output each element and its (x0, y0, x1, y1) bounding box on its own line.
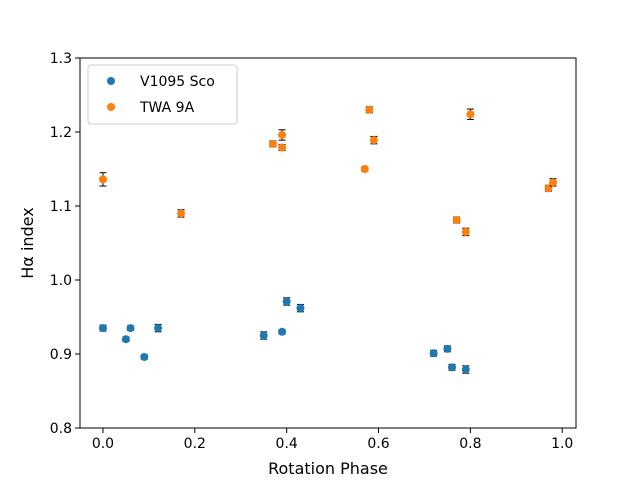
data-point-v1095-sco (140, 352, 149, 361)
x-tick-label: 1.0 (551, 436, 573, 452)
data-point-twa-9a (369, 136, 378, 145)
y-tick-label: 1.3 (50, 51, 72, 67)
points-layer (98, 105, 558, 374)
x-tick-label: 0.8 (459, 436, 481, 452)
data-point-twa-9a (278, 130, 287, 139)
legend-marker-v1095-sco (107, 77, 115, 85)
data-point-twa-9a (365, 105, 374, 114)
data-point-v1095-sco (461, 365, 470, 374)
data-point-v1095-sco (121, 335, 130, 344)
data-point-twa-9a (360, 165, 369, 173)
data-point-v1095-sco (98, 324, 107, 333)
data-point-v1095-sco (443, 344, 452, 353)
legend-label-twa-9a: TWA 9A (139, 100, 195, 116)
axes-layer (79, 57, 577, 429)
y-tick-label: 1.1 (50, 199, 72, 215)
legend-box (87, 64, 238, 125)
data-point-twa-9a (461, 227, 470, 236)
data-point-v1095-sco (126, 324, 135, 333)
data-point-v1095-sco (296, 304, 305, 313)
data-point-v1095-sco (448, 363, 456, 372)
data-point-v1095-sco (259, 331, 268, 340)
data-point-twa-9a (452, 216, 461, 225)
y-tick-label: 0.8 (50, 421, 72, 437)
x-tick-label: 0.6 (367, 436, 389, 452)
data-point-twa-9a (278, 143, 287, 152)
y-tick-label: 1.0 (50, 273, 72, 289)
x-tick-label: 0.0 (92, 436, 114, 452)
y-ticks: 0.8 0.9 1.0 1.1 1.2 1.3 (50, 51, 80, 437)
legend: V1095 Sco TWA 9A (87, 64, 238, 125)
legend-marker-twa-9a (107, 103, 115, 111)
data-point-twa-9a (268, 139, 277, 148)
data-point-twa-9a (466, 110, 475, 119)
y-tick-label: 0.9 (50, 347, 72, 363)
y-tick-label: 1.2 (50, 125, 72, 141)
plot-frame (79, 57, 577, 429)
data-point-twa-9a (549, 178, 558, 187)
data-point-v1095-sco (278, 327, 287, 336)
x-tick-label: 0.4 (276, 436, 298, 452)
data-point-v1095-sco (429, 349, 438, 358)
data-point-v1095-sco (282, 297, 291, 306)
x-axis-label: Rotation Phase (268, 459, 388, 478)
data-point-twa-9a (98, 175, 107, 184)
data-point-v1095-sco (154, 324, 163, 333)
x-ticks: 0.0 0.2 0.4 0.6 0.8 1.0 (92, 428, 573, 452)
data-point-twa-9a (177, 209, 186, 218)
legend-label-v1095-sco: V1095 Sco (140, 74, 215, 90)
y-axis-label: Hα index (18, 207, 37, 278)
x-tick-label: 0.2 (184, 436, 206, 452)
